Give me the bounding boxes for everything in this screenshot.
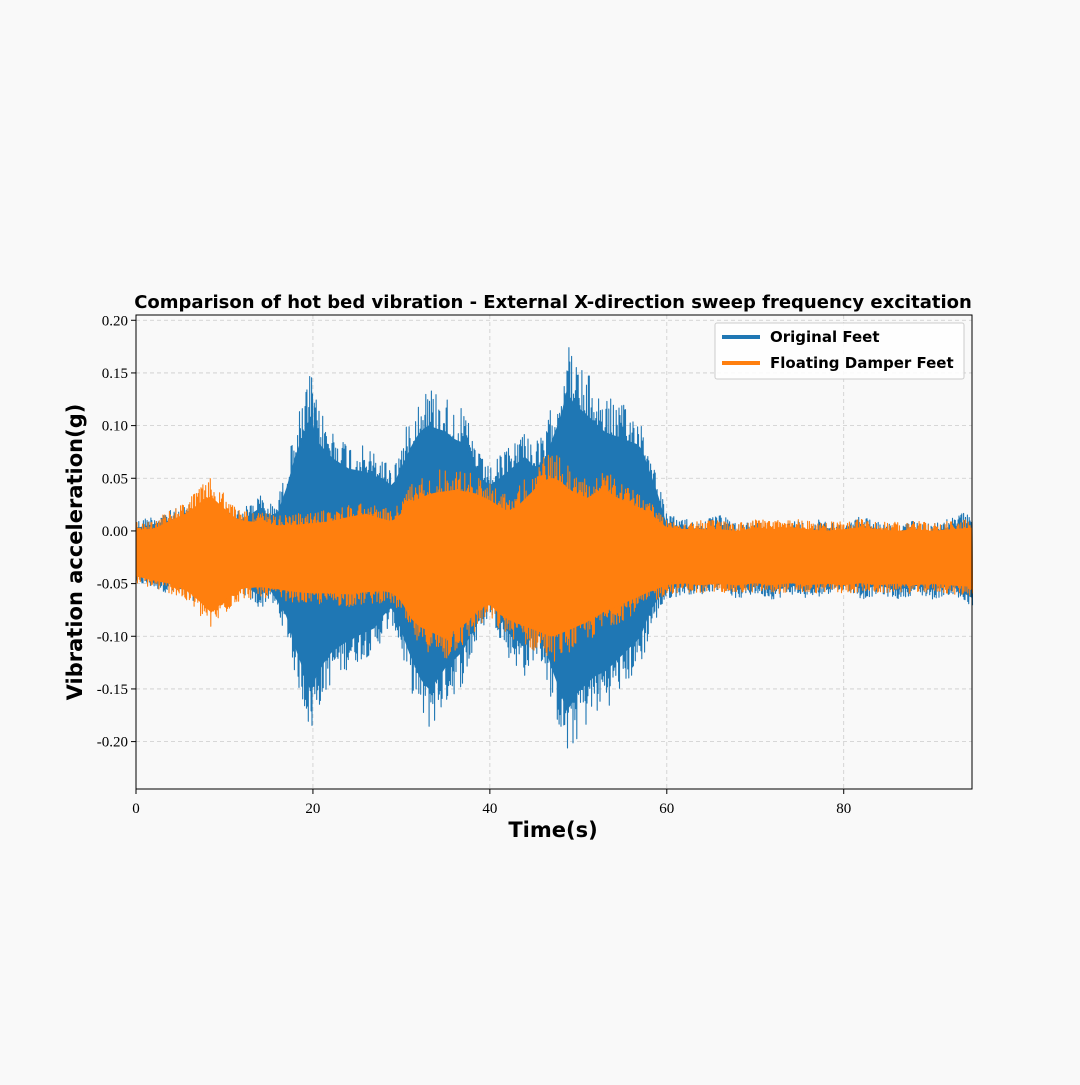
x-tick-label-3: 60 (659, 801, 674, 817)
legend-label-floating-damper-feet: Floating Damper Feet (770, 354, 954, 372)
x-axis-label: Time(s) (508, 818, 597, 842)
y-tick-label-1: 0.15 (102, 366, 128, 382)
y-tick-label-8: -0.20 (97, 735, 128, 751)
y-tick-label-4: 0.00 (102, 524, 128, 540)
axes (135, 314, 973, 790)
x-tick-label-1: 20 (305, 801, 320, 817)
chart-title: Comparison of hot bed vibration - Extern… (134, 292, 972, 313)
legend-label-original-feet: Original Feet (770, 328, 880, 346)
y-tick-label-6: -0.10 (97, 629, 128, 645)
legend: Original Feet Floating Damper Feet (714, 322, 965, 380)
y-tick-label-3: 0.05 (102, 471, 128, 487)
y-tick-label-0: 0.20 (102, 313, 128, 329)
y-axis-label: Vibration acceleration(g) (63, 404, 87, 701)
y-tick-label-7: -0.15 (97, 682, 128, 698)
x-tick-label-4: 80 (836, 801, 851, 817)
series-band-1 (136, 478, 972, 640)
legend-box (714, 322, 965, 380)
y-tick-label-2: 0.10 (102, 419, 128, 435)
tick-layer: 0 20 40 60 80 0.20 0.15 0.10 0.05 0.00 -0.05 -0.10 -… (97, 313, 851, 817)
plot-frame (135, 314, 973, 790)
x-tick-label-0: 0 (132, 801, 140, 817)
y-tick-label-5: -0.05 (97, 577, 128, 593)
x-tick-label-2: 40 (482, 801, 497, 817)
series-layer (135, 347, 974, 749)
